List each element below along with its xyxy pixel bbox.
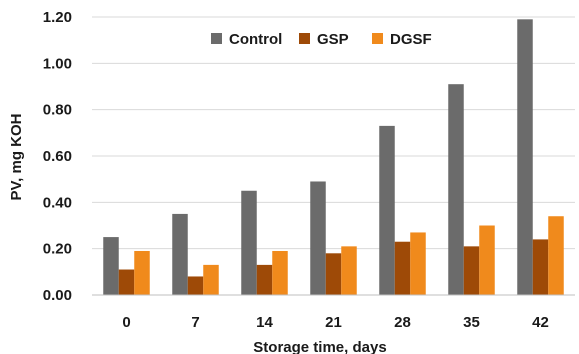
legend-swatch-control	[211, 33, 222, 44]
bar-gsp-28	[394, 241, 411, 295]
y-axis-ticks: 0.00 0.20 0.40 0.60 0.80 1.00 1.20	[43, 9, 72, 304]
bar-dgsf-28	[410, 232, 426, 295]
x-tick-label: 7	[191, 314, 199, 331]
x-tick-label: 0	[122, 314, 130, 331]
x-tick-label: 42	[532, 314, 549, 331]
bar-dgsf-35	[479, 225, 495, 295]
legend-label-control: Control	[229, 31, 282, 48]
y-tick-label: 0.60	[43, 148, 72, 165]
x-tick-label: 14	[256, 314, 273, 331]
legend-swatch-dgsf	[372, 33, 383, 44]
y-tick-label: 0.40	[43, 194, 72, 211]
bar-gsp-35	[463, 246, 480, 295]
bar-gsp-21	[325, 253, 342, 295]
x-tick-label: 35	[463, 314, 480, 331]
bar-dgsf-21	[341, 246, 357, 295]
bar-dgsf-42	[548, 216, 564, 295]
y-tick-label: 0.00	[43, 287, 72, 304]
bar-dgsf-14	[272, 250, 288, 295]
bar-control-14	[241, 190, 257, 295]
x-axis-ticks: 0 7 14 21 28 35 42	[122, 314, 549, 331]
bar-dgsf-0	[134, 250, 150, 295]
y-tick-label: 0.80	[43, 102, 72, 119]
y-tick-label: 0.20	[43, 241, 72, 258]
bar-gsp-7	[187, 276, 204, 295]
y-axis-title: PV, mg KOH	[8, 114, 25, 201]
bar-gsp-42	[532, 239, 549, 295]
bar-control-28	[379, 125, 395, 295]
x-tick-label: 28	[394, 314, 411, 331]
bar-control-42	[517, 19, 533, 296]
legend-label-dgsf: DGSF	[390, 31, 432, 48]
legend-swatch-gsp	[299, 33, 310, 44]
bar-control-35	[448, 84, 464, 295]
bar-control-21	[310, 181, 326, 295]
bar-gsp-0	[118, 269, 135, 295]
x-tick-label: 21	[325, 314, 342, 331]
bar-dgsf-7	[203, 264, 219, 295]
bar-gsp-14	[256, 264, 273, 295]
legend: Control GSP DGSF	[211, 31, 432, 48]
legend-label-gsp: GSP	[317, 31, 349, 48]
bar-control-7	[172, 213, 188, 295]
bar-control-0	[103, 237, 119, 295]
y-tick-label: 1.20	[43, 9, 72, 26]
bars	[103, 19, 564, 296]
y-tick-label: 1.00	[43, 55, 72, 72]
gridlines	[92, 16, 575, 250]
x-axis-title: Storage time, days	[253, 339, 386, 354]
